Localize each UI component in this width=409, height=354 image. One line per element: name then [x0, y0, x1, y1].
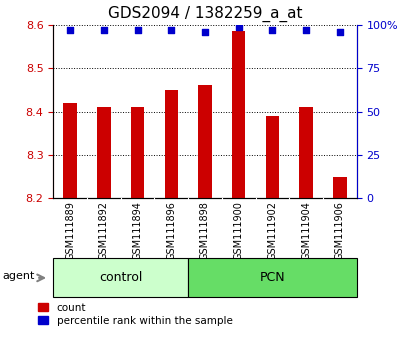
- Point: [302, 27, 309, 33]
- Text: GSM111898: GSM111898: [200, 201, 209, 260]
- Text: GSM111902: GSM111902: [267, 201, 277, 260]
- Point: [235, 24, 241, 29]
- Bar: [332, 177, 346, 198]
- Bar: [299, 107, 312, 198]
- Text: GSM111892: GSM111892: [99, 201, 109, 260]
- Bar: [164, 90, 178, 198]
- Bar: [188, 258, 356, 297]
- Text: GSM111896: GSM111896: [166, 201, 176, 260]
- Text: GSM111900: GSM111900: [233, 201, 243, 260]
- Text: GSM111889: GSM111889: [65, 201, 75, 260]
- Text: control: control: [99, 272, 142, 284]
- Point: [201, 29, 208, 35]
- Point: [134, 27, 141, 33]
- Bar: [231, 31, 245, 198]
- Point: [268, 27, 275, 33]
- Text: GSM111904: GSM111904: [300, 201, 310, 260]
- Point: [168, 27, 174, 33]
- Point: [67, 27, 73, 33]
- Bar: [97, 107, 110, 198]
- Bar: [265, 116, 279, 198]
- Bar: [130, 107, 144, 198]
- Bar: [53, 258, 188, 297]
- Text: GSM111894: GSM111894: [132, 201, 142, 260]
- Bar: [63, 103, 77, 198]
- Legend: count, percentile rank within the sample: count, percentile rank within the sample: [38, 303, 232, 326]
- Text: agent: agent: [3, 271, 35, 281]
- Text: GSM111906: GSM111906: [334, 201, 344, 260]
- Bar: [198, 85, 211, 198]
- Text: PCN: PCN: [259, 272, 285, 284]
- Point: [336, 29, 342, 35]
- Point: [100, 27, 107, 33]
- Title: GDS2094 / 1382259_a_at: GDS2094 / 1382259_a_at: [108, 6, 301, 22]
